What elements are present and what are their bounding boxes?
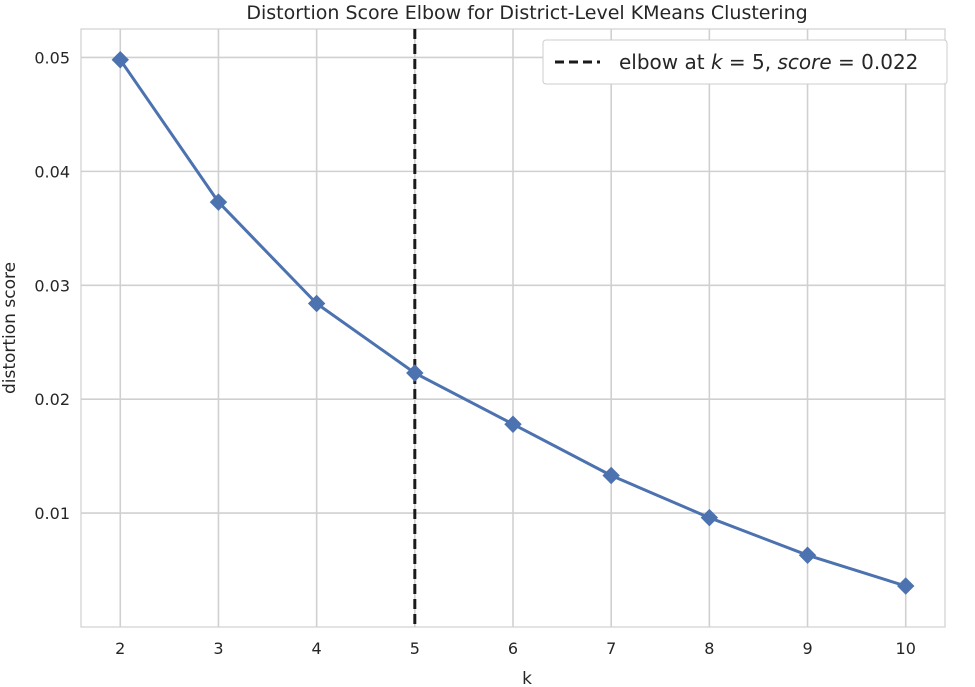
x-tick-label: 9 xyxy=(802,639,812,658)
x-tick-label: 3 xyxy=(213,639,223,658)
x-tick-label: 8 xyxy=(704,639,714,658)
y-tick-label: 0.04 xyxy=(34,162,70,181)
y-tick-label: 0.05 xyxy=(34,48,70,67)
grid xyxy=(81,29,945,627)
data-point-marker xyxy=(897,577,915,595)
data-point-marker xyxy=(209,193,228,211)
x-tick-label: 7 xyxy=(606,639,616,658)
data-point-marker xyxy=(798,546,817,564)
y-tick-label: 0.01 xyxy=(34,504,70,523)
data-point-marker xyxy=(111,51,129,69)
legend-box xyxy=(542,39,948,85)
chart-title: Distortion Score Elbow for District-Leve… xyxy=(246,2,807,24)
x-tick-label: 4 xyxy=(312,639,322,658)
y-tick-label: 0.03 xyxy=(34,276,70,295)
data-point-marker xyxy=(307,294,326,313)
series-layer xyxy=(111,51,915,595)
y-tick-label: 0.02 xyxy=(34,390,70,409)
data-point-marker xyxy=(406,364,424,382)
x-tick-label: 10 xyxy=(896,639,916,658)
legend: elbow at k = 5, score = 0.022 xyxy=(542,39,948,85)
plot-frame xyxy=(80,28,946,628)
x-tick-label: 5 xyxy=(410,639,420,658)
data-point-marker xyxy=(700,508,719,527)
x-axis-label: k xyxy=(522,669,532,687)
y-axis-label: distortion score xyxy=(0,262,20,394)
tick-labels: 2 3 4 5 6 7 8 9 10 0.01 0.02 0.03 0.04 0.05 xyxy=(34,48,916,658)
data-point-marker xyxy=(602,466,620,485)
x-tick-label: 6 xyxy=(508,639,518,658)
x-tick-label: 2 xyxy=(115,639,125,658)
data-point-marker xyxy=(504,415,522,433)
legend-label: elbow at k = 5, score = 0.022 xyxy=(619,50,918,74)
